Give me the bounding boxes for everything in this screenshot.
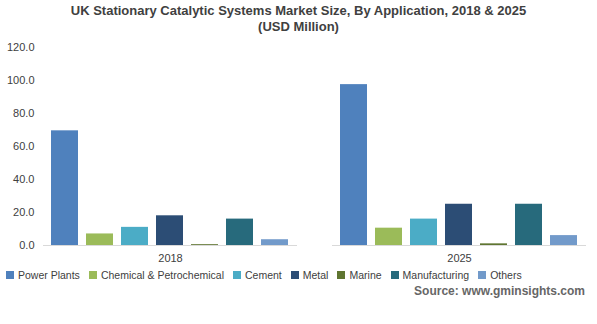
html-text:Manufacturing: Manufacturing — [402, 269, 470, 281]
svg-text:100.0: 100.0 — [7, 74, 35, 86]
svg-text:60.0: 60.0 — [13, 140, 34, 152]
html-text:Chemical & Petrochemical: Chemical & Petrochemical — [100, 269, 224, 281]
html-text:Power Plants: Power Plants — [18, 269, 80, 281]
svg-text:2018: 2018 — [158, 252, 182, 264]
html-text:UK Stationary Catalytic System: UK Stationary Catalytic Systems Market S… — [70, 3, 527, 18]
svg-text:40.0: 40.0 — [13, 173, 34, 185]
svg-text:20.0: 20.0 — [13, 206, 34, 218]
svg-text:80.0: 80.0 — [13, 107, 34, 119]
svg-text:120.0: 120.0 — [7, 41, 35, 53]
html-text:Metal: Metal — [302, 269, 329, 281]
html-text:Cement: Cement — [245, 269, 282, 281]
html-text:(USD Million): (USD Million) — [258, 19, 339, 34]
svg-text:0.0: 0.0 — [19, 239, 34, 251]
html-text:Others: Others — [490, 269, 522, 281]
html-text:Marine: Marine — [349, 269, 382, 281]
svg-text:2025: 2025 — [447, 252, 471, 264]
html-text:Source: www.gminsights.com: Source: www.gminsights.com — [414, 284, 585, 298]
